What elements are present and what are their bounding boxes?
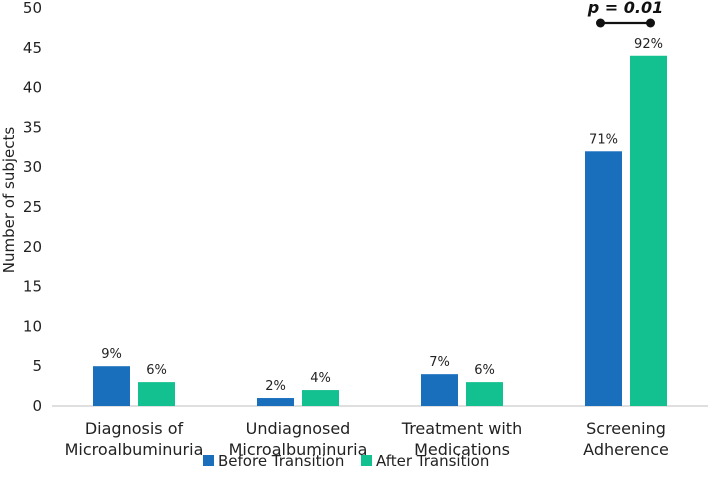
bar-after-3 bbox=[630, 55, 667, 406]
bar-after-1 bbox=[302, 390, 339, 406]
y-tick-label: 50 bbox=[23, 0, 42, 17]
bar-before-0 bbox=[93, 366, 130, 406]
bar-after-2 bbox=[466, 382, 503, 406]
bars: 9% 6% 2% 4% 7% 6% 71% 92% bbox=[93, 37, 667, 406]
legend-swatch bbox=[361, 455, 372, 466]
bracket-end-dot bbox=[596, 18, 605, 28]
y-tick-label: 0 bbox=[32, 397, 42, 415]
y-tick-label: 35 bbox=[23, 118, 42, 136]
category-label: Microalbuminuria bbox=[229, 440, 368, 459]
data-label: 4% bbox=[310, 371, 331, 386]
y-tick-label: 10 bbox=[23, 317, 42, 335]
bar-before-1 bbox=[257, 398, 294, 406]
y-tick-label: 40 bbox=[23, 79, 42, 97]
bracket-end-dot bbox=[646, 18, 655, 28]
category-label: Medications bbox=[414, 440, 510, 459]
data-label: 9% bbox=[101, 347, 122, 362]
bar-before-2 bbox=[421, 374, 458, 406]
category-label: Diagnosis of bbox=[85, 419, 184, 438]
data-label: 92% bbox=[634, 37, 663, 52]
bar-after-0 bbox=[138, 382, 175, 406]
category-label: Undiagnosed bbox=[246, 419, 351, 438]
y-tick-label: 30 bbox=[23, 158, 42, 176]
category-label: Adherence bbox=[583, 440, 669, 459]
bar-before-3 bbox=[585, 151, 622, 406]
legend-swatch bbox=[203, 455, 214, 466]
data-label: 6% bbox=[474, 363, 495, 378]
category-label: Microalbuminuria bbox=[65, 440, 204, 459]
x-axis-categories: Diagnosis of Microalbuminuria Undiagnosed M… bbox=[65, 419, 669, 459]
legend-label: Before Transition bbox=[218, 452, 344, 470]
legend-label: After Transition bbox=[376, 452, 489, 470]
y-tick-label: 20 bbox=[23, 238, 42, 256]
p-value-label: p = 0.01 bbox=[587, 0, 663, 17]
category-label: Screening bbox=[586, 419, 666, 438]
data-label: 7% bbox=[429, 355, 450, 370]
legend: Before Transition After Transition bbox=[203, 452, 489, 470]
y-tick-label: 45 bbox=[23, 39, 42, 57]
data-label: 71% bbox=[589, 132, 618, 147]
data-label: 2% bbox=[265, 379, 286, 394]
y-tick-label: 15 bbox=[23, 278, 42, 296]
category-label: Treatment with bbox=[401, 419, 522, 438]
significance-annotation: p = 0.01 bbox=[587, 0, 663, 28]
y-axis-label: Number of subjects bbox=[0, 127, 18, 274]
data-label: 6% bbox=[146, 363, 167, 378]
y-tick-label: 25 bbox=[23, 198, 42, 216]
y-tick-label: 5 bbox=[32, 357, 42, 375]
